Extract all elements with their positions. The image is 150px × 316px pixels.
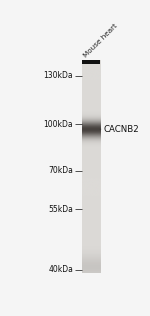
- Text: 130kDa: 130kDa: [44, 71, 73, 80]
- Text: 70kDa: 70kDa: [48, 166, 73, 175]
- Text: 100kDa: 100kDa: [44, 120, 73, 129]
- Text: CACNB2: CACNB2: [100, 125, 139, 134]
- Text: 40kDa: 40kDa: [48, 265, 73, 274]
- Bar: [82, 60, 100, 64]
- Text: 55kDa: 55kDa: [48, 205, 73, 214]
- Text: Mouse heart: Mouse heart: [83, 22, 119, 58]
